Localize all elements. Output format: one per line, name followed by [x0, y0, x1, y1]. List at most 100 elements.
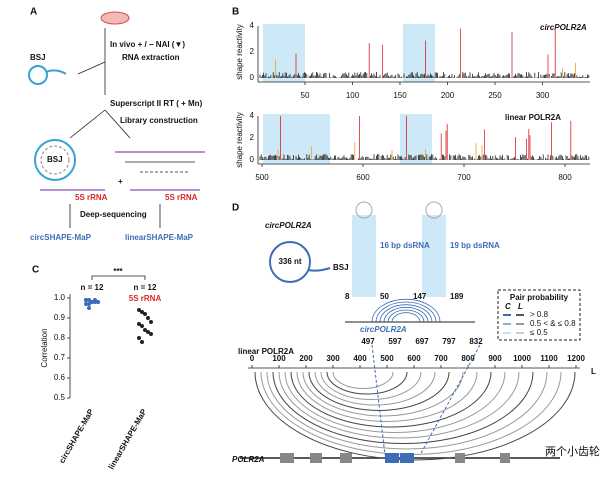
- position: 8: [345, 292, 350, 301]
- legend-swatch: [516, 332, 524, 334]
- dsrna: 16 bp dsRNA: [380, 241, 430, 250]
- y-tick-label: 0.5: [54, 393, 66, 402]
- dot: [143, 328, 147, 332]
- arc: [371, 298, 441, 323]
- arc: [375, 301, 437, 323]
- shade: [263, 114, 330, 164]
- axis-label: shape reactivity: [235, 112, 244, 168]
- y-tick-label: 4: [250, 21, 255, 30]
- x-tick-label: 300: [536, 91, 550, 100]
- guide: [371, 344, 386, 456]
- x-tick-label: 700: [457, 173, 471, 182]
- method: linearSHAPE-MaP: [125, 233, 194, 242]
- exon: [280, 453, 294, 463]
- shade: [263, 24, 305, 82]
- exon: [400, 453, 414, 463]
- exon-position: 697: [415, 337, 429, 346]
- y-tick-label: 0: [250, 155, 255, 164]
- dot: [137, 336, 141, 340]
- rrna: 5S rRNA: [75, 193, 108, 202]
- bsj: BSJ: [333, 263, 349, 272]
- exon-position: 497: [361, 337, 375, 346]
- exon: [500, 453, 510, 463]
- dot: [87, 306, 91, 310]
- legend-entry: > 0.8: [530, 310, 549, 319]
- panel-c: C Correlation *** n = 12 n = 12 5S rRNA …: [32, 265, 161, 471]
- circ-icon: [45, 69, 67, 75]
- panel-label: A: [30, 7, 37, 18]
- arc: [290, 371, 492, 428]
- step: Superscript II RT ( + Mn): [110, 99, 203, 108]
- shade: [403, 24, 435, 82]
- x-tick-label: 700: [434, 354, 448, 363]
- dot: [143, 312, 147, 316]
- x-tick-label: 1200: [567, 354, 585, 363]
- circ-rna: [34, 139, 76, 181]
- position: 147: [413, 292, 427, 301]
- dot: [137, 308, 141, 312]
- track: linear POLR2A: [238, 347, 294, 356]
- legend-swatch: [503, 314, 511, 316]
- y-tick-label: 4: [250, 111, 255, 120]
- arc: [391, 312, 421, 323]
- y-tick-label: 0.7: [54, 353, 66, 362]
- stem: [352, 215, 376, 297]
- x-tick-label: 400: [353, 354, 367, 363]
- panel-label: D: [232, 203, 239, 214]
- exon: [310, 453, 322, 463]
- y-tick-label: 0.6: [54, 373, 66, 382]
- arrow: [69, 109, 106, 139]
- exon: [385, 453, 399, 463]
- arrow: [77, 61, 106, 75]
- x-tick-label: 100: [346, 91, 360, 100]
- dot: [90, 300, 94, 304]
- dot: [84, 298, 88, 302]
- panel-d: D circPOLR2A 336 nt BSJ 16 bp dsRNA 19 b…: [232, 201, 600, 464]
- loop: [355, 201, 373, 219]
- rrna: 5S rRNA: [165, 193, 198, 202]
- x-tick-label: 800: [558, 173, 572, 182]
- exon-position: 797: [442, 337, 456, 346]
- bsj: BSJ: [47, 155, 63, 164]
- axis-end: L: [591, 367, 596, 376]
- axis-label: shape reactivity: [235, 24, 244, 80]
- x-tick-label: 100: [272, 354, 286, 363]
- x-tick-label: 0: [250, 354, 255, 363]
- dot: [140, 324, 144, 328]
- stem: [422, 215, 446, 297]
- circ-icon: [28, 65, 48, 85]
- dot: [87, 302, 91, 306]
- legend-swatch: [516, 323, 524, 325]
- y-tick-label: 0.9: [54, 313, 66, 322]
- legend-swatch: [503, 323, 511, 325]
- axis-label: Correlation: [40, 328, 49, 367]
- y-tick-label: 2: [250, 133, 255, 142]
- y-tick-label: 2: [250, 47, 255, 56]
- panel-b: B circPOLR2A linear POLR2A shape reactiv…: [232, 7, 590, 182]
- dot: [146, 316, 150, 320]
- x-tick-label: 1100: [540, 354, 558, 363]
- arc: [296, 371, 478, 422]
- bsj-tail: [307, 267, 331, 272]
- legend-title: Pair probability: [510, 293, 569, 302]
- arc: [383, 306, 429, 323]
- panel-label: B: [232, 7, 239, 18]
- dot: [137, 322, 141, 326]
- legend-head: L: [518, 302, 523, 311]
- x-tick-label: 300: [326, 354, 340, 363]
- legend-swatch: [503, 332, 511, 334]
- circ-icon: [269, 241, 311, 283]
- dot: [140, 340, 144, 344]
- arc: [278, 371, 520, 439]
- y-tick-label: 0: [250, 73, 255, 82]
- x-tick-label: 250: [488, 91, 502, 100]
- position: 50: [380, 292, 389, 301]
- circ-name: circPOLR2A: [265, 221, 312, 230]
- count: n = 12: [134, 283, 157, 292]
- method: circSHAPE-MaP: [30, 233, 92, 242]
- arc: [266, 371, 548, 450]
- bracket: [91, 275, 146, 280]
- x-tick-label: circSHAPE-MaP: [57, 407, 96, 465]
- arc: [379, 304, 433, 323]
